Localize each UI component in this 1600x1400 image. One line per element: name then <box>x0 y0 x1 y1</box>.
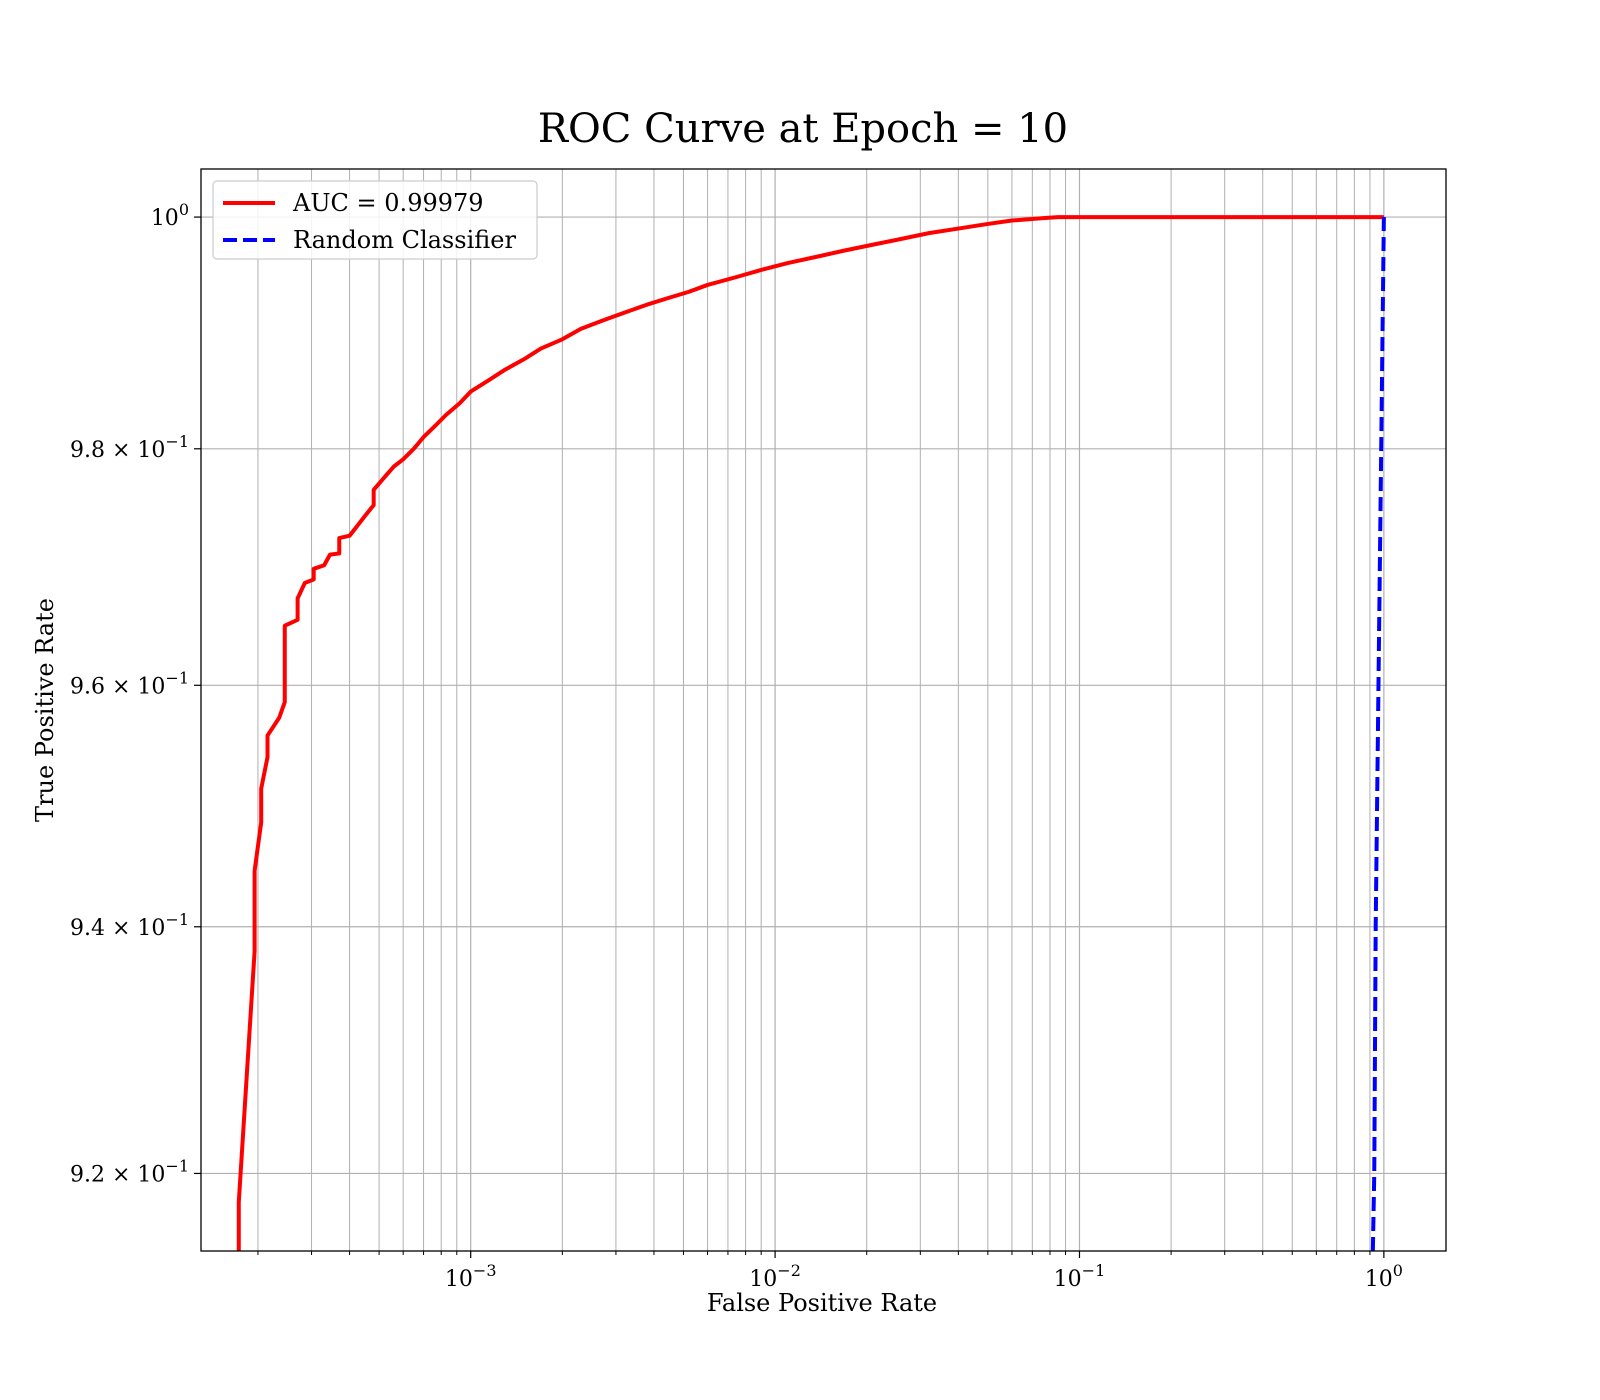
chart-title: ROC Curve at Epoch = 10 <box>538 106 1068 152</box>
x-tick-label: 10−3 <box>445 1261 497 1292</box>
x-tick-label: 10−1 <box>1054 1261 1106 1292</box>
series-line-1 <box>1370 217 1386 1251</box>
x-tick-label: 10−2 <box>749 1261 801 1292</box>
series-line-0 <box>236 215 1384 1251</box>
legend: AUC = 0.99979 Random Classifier <box>212 180 538 260</box>
x-axis-label: False Positive Rate <box>707 1289 937 1317</box>
legend-box <box>212 180 538 260</box>
axis-ticks: 10−3 10−2 10−1 100 9.2 × 10−1 9.4 × 10−1 9.6 ×… <box>70 200 1403 1292</box>
y-tick-label: 9.8 × 10−1 <box>70 432 189 463</box>
y-tick-label: 9.4 × 10−1 <box>70 910 189 941</box>
y-tick-label: 100 <box>151 200 189 231</box>
y-axis-label: True Positive Rate <box>31 598 59 822</box>
y-tick-label: 9.6 × 10−1 <box>70 668 189 699</box>
legend-label-0: AUC = 0.99979 <box>292 189 484 217</box>
x-tick-label: 100 <box>1365 1261 1403 1292</box>
plot-series <box>236 215 1386 1251</box>
grid-lines <box>201 169 1446 1251</box>
plot-frame <box>200 168 1447 1252</box>
legend-label-1: Random Classifier <box>293 226 516 254</box>
y-tick-label: 9.2 × 10−1 <box>70 1156 189 1187</box>
